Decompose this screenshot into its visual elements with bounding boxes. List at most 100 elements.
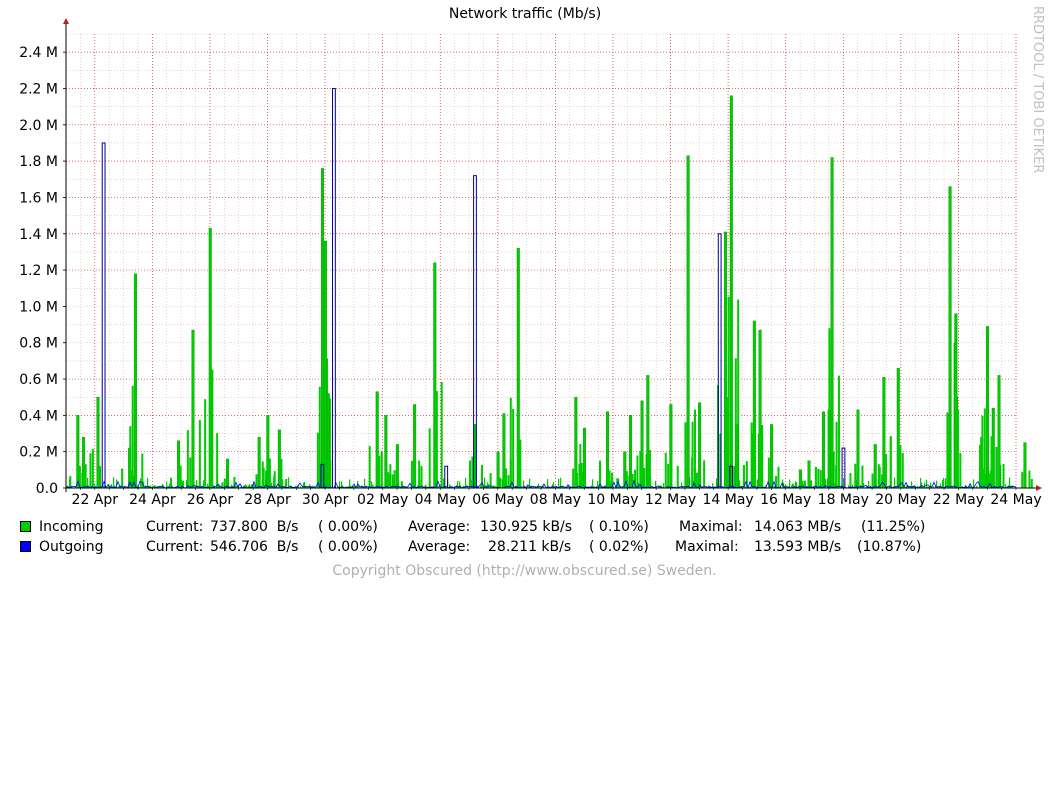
incoming-bar xyxy=(510,398,512,488)
incoming-bar xyxy=(262,461,264,488)
incoming-bar xyxy=(730,96,733,488)
incoming-bar xyxy=(691,457,693,488)
x-tick-label: 12 May xyxy=(645,492,696,508)
incoming-bar xyxy=(647,375,650,488)
incoming-bar xyxy=(754,420,756,488)
incoming-bar xyxy=(280,459,282,488)
incoming-bar xyxy=(687,156,690,488)
incoming-bar xyxy=(387,472,389,488)
incoming-bar xyxy=(636,456,638,488)
incoming-noise-bar xyxy=(894,478,895,488)
y-tick-label: 1.6 M xyxy=(19,190,58,206)
incoming-bar xyxy=(503,414,506,488)
incoming-bar xyxy=(838,376,840,488)
incoming-bar xyxy=(517,248,520,488)
incoming-bar xyxy=(696,473,698,488)
incoming-bar xyxy=(576,473,578,488)
x-tick-label: 16 May xyxy=(760,492,811,508)
incoming-bar xyxy=(69,476,71,488)
incoming-bar xyxy=(698,403,701,488)
x-tick-label: 14 May xyxy=(703,492,754,508)
incoming-noise-bar xyxy=(140,478,141,488)
incoming-bar xyxy=(1031,479,1033,488)
incoming-bar xyxy=(998,375,1001,488)
incoming-bar xyxy=(949,187,952,488)
incoming-bar xyxy=(192,330,195,488)
incoming-bar xyxy=(82,437,85,488)
incoming-bar xyxy=(799,470,802,488)
incoming-bar xyxy=(204,399,206,488)
incoming-bar xyxy=(572,469,574,488)
traffic-chart: Network traffic (Mb/s) 0.00.2 M0.4 M0.6 … xyxy=(0,0,1049,588)
x-tick-label: 30 Apr xyxy=(302,492,349,508)
y-tick-label: 1.2 M xyxy=(19,263,58,279)
incoming-bar xyxy=(385,415,388,488)
incoming-bar xyxy=(285,479,287,488)
incoming-bar xyxy=(606,412,609,488)
incoming-bar xyxy=(703,460,705,488)
incoming-bar xyxy=(177,441,180,488)
chart-grid xyxy=(66,34,1016,488)
incoming-bar xyxy=(874,444,877,488)
incoming-bar xyxy=(180,466,182,488)
y-axis-labels: 0.00.2 M0.4 M0.6 M0.8 M1.0 M1.2 M1.4 M1.… xyxy=(19,45,58,497)
incoming-bar xyxy=(278,430,281,488)
incoming-bar xyxy=(991,436,993,488)
incoming-bar xyxy=(581,463,583,488)
incoming-bar xyxy=(436,391,438,488)
x-tick-label: 06 May xyxy=(472,492,523,508)
incoming-bar xyxy=(665,453,667,488)
x-axis-arrow xyxy=(1036,485,1042,491)
incoming-bar xyxy=(129,426,131,488)
incoming-bar xyxy=(327,394,330,488)
incoming-noise-bar xyxy=(789,480,790,488)
incoming-bar xyxy=(878,464,880,488)
incoming-bar xyxy=(820,470,822,488)
incoming-bar xyxy=(995,447,997,488)
incoming-bar xyxy=(667,464,669,488)
incoming-bar xyxy=(226,459,229,488)
incoming-bar xyxy=(872,474,874,488)
x-tick-label: 22 Apr xyxy=(72,492,119,508)
x-tick-label: 24 Apr xyxy=(129,492,176,508)
incoming-bar xyxy=(429,428,431,488)
incoming-bar xyxy=(378,456,380,488)
incoming-bar xyxy=(736,424,739,488)
incoming-noise-bar xyxy=(288,477,289,488)
incoming-bar xyxy=(497,452,500,488)
incoming-bar xyxy=(92,449,94,488)
x-tick-label: 24 May xyxy=(990,492,1041,508)
incoming-bar xyxy=(957,409,959,488)
y-tick-label: 1.8 M xyxy=(19,154,58,170)
incoming-bar xyxy=(984,408,986,488)
incoming-bar xyxy=(134,274,137,488)
incoming-bar xyxy=(861,466,863,488)
incoming-bar xyxy=(828,328,830,488)
x-tick-label: 20 May xyxy=(875,492,926,508)
y-axis-arrow xyxy=(63,18,69,24)
incoming-bar xyxy=(831,157,834,488)
incoming-bar xyxy=(642,468,644,488)
incoming-bar xyxy=(578,464,580,488)
incoming-bar xyxy=(187,430,189,488)
incoming-bar xyxy=(854,464,856,488)
incoming-bar xyxy=(77,415,80,488)
incoming-bar xyxy=(1028,471,1030,488)
x-tick-label: 18 May xyxy=(818,492,869,508)
x-tick-label: 22 May xyxy=(933,492,984,508)
incoming-bar xyxy=(209,228,212,488)
incoming-bar xyxy=(885,454,887,488)
incoming-bar xyxy=(413,404,416,488)
incoming-bar xyxy=(97,397,100,488)
incoming-bar xyxy=(778,467,780,488)
incoming-bar xyxy=(694,410,696,488)
y-tick-label: 0.4 M xyxy=(19,408,58,424)
rrdtool-watermark: RRDTOOL / TOBI OETIKER xyxy=(1030,6,1045,173)
incoming-bar xyxy=(1024,443,1027,488)
incoming-bar xyxy=(519,440,521,488)
x-tick-label: 04 May xyxy=(415,492,466,508)
incoming-bar xyxy=(849,473,851,488)
y-tick-label: 0.0 xyxy=(36,481,58,497)
incoming-bar xyxy=(329,460,331,488)
